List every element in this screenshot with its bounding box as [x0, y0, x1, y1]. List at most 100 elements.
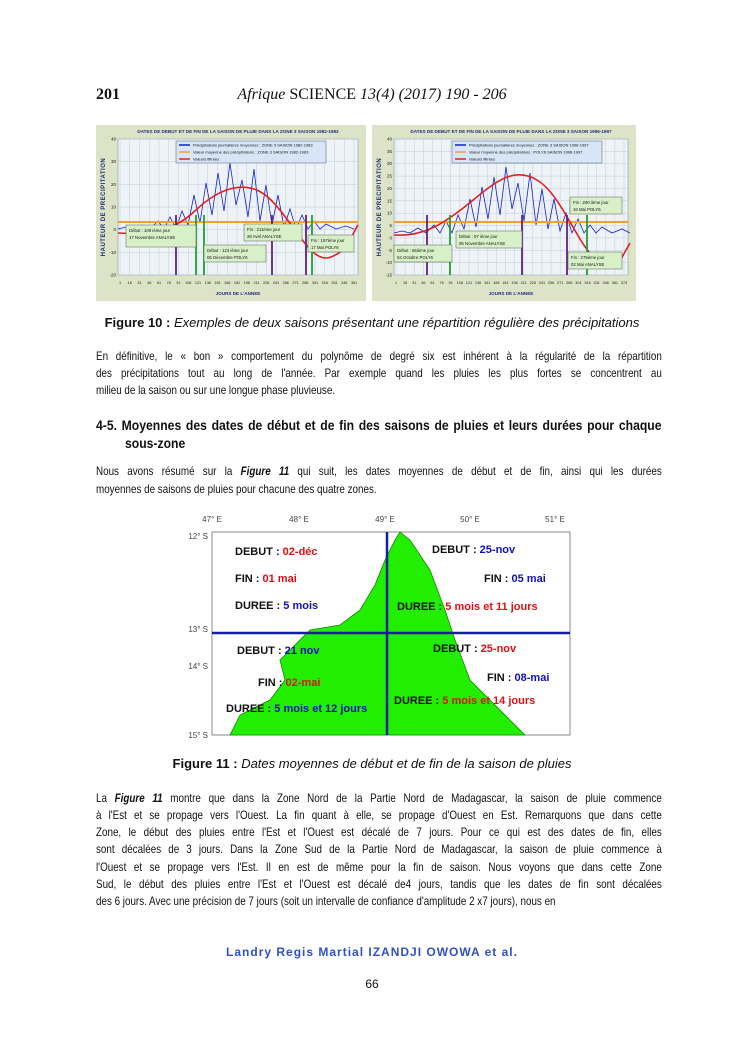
annotation: Fin : 275ème jour: [571, 255, 605, 260]
zone-entry: DEBUT : 25-nov: [433, 643, 517, 655]
chart-title: DATES DE DEBUT ET DE FIN DE LA SAISON DE…: [410, 129, 612, 134]
annotation: 17 Novembre ANALYSE: [129, 235, 175, 240]
page-number: 201: [96, 86, 120, 103]
y-tick-label: -10: [109, 250, 116, 255]
zone-entry: DUREE : 5 mois et 11 jours: [397, 601, 538, 613]
emphasis: Figure 11: [114, 791, 163, 805]
zone-label: DEBUT :: [237, 645, 282, 657]
x-tick-label: 61: [157, 281, 161, 285]
x-tick-label: 301: [575, 281, 581, 285]
legend-entry: Précipitations journalières moyennes : Z…: [193, 143, 313, 148]
y-tick-label: 10: [387, 211, 393, 216]
zone-entry: DEBUT : 02-déc: [235, 546, 318, 558]
x-tick-label: 301: [312, 281, 318, 285]
x-tick-label: 151: [484, 281, 490, 285]
y-tick-label: 20: [111, 182, 117, 187]
annotation: Fin : 197ème jour: [311, 238, 345, 243]
legend-entry: Précipitations journalières moyennes : Z…: [469, 143, 589, 148]
authors: Landry Regis Martial IZANDJI OWOWA et al…: [226, 945, 518, 959]
zone-entry: FIN : 08-mai: [487, 672, 549, 684]
x-tick-label: 121: [466, 281, 472, 285]
y-tick-label: 10: [111, 205, 117, 210]
text-run: sont décalées de 3 jours. Dans la Zone S…: [96, 842, 662, 856]
caption-text: Dates moyennes de début et de fin de la …: [241, 756, 572, 771]
longitude-label: 49° E: [375, 515, 395, 524]
zone-value: 21 nov: [285, 645, 321, 657]
zone-entry: DUREE : 5 mois et 12 jours: [226, 703, 367, 715]
annotation-box: [393, 244, 453, 263]
text-line: En définitive, le « bon » comportement d…: [96, 348, 662, 364]
x-tick-label: 346: [341, 281, 347, 285]
text-line: Nous avons résumé sur la Figure 11 qui s…: [96, 463, 662, 479]
x-tick-label: 136: [475, 281, 481, 285]
text-line: Zone, le début des pluies entre l'Est et…: [96, 824, 662, 840]
text-line: Sud, le début des pluies entre l'Est et …: [96, 876, 662, 892]
y-axis-label: HAUTEUR DE PRECIPITATION: [101, 158, 107, 256]
text-line: des 6 jours. Avec une précision de 7 jou…: [96, 893, 662, 909]
emphasis: Figure 11: [240, 464, 290, 478]
text-run: La: [96, 791, 115, 805]
zone-label: DUREE :: [226, 703, 271, 715]
x-tick-label: 136: [205, 281, 211, 285]
caption-label: Figure 11 :: [172, 756, 238, 771]
heading-line: 4-5. Moyennes des dates de début et de f…: [96, 417, 662, 433]
y-tick-label: -5: [388, 248, 392, 253]
annotation-box: [203, 244, 267, 263]
annotation: 16 Mai POLY6: [573, 207, 601, 212]
x-tick-label: 181: [234, 281, 240, 285]
y-tick-label: -20: [109, 273, 116, 278]
latitude-label: 14° S: [188, 662, 208, 671]
x-tick-label: 346: [603, 281, 609, 285]
text-run: à l'Est et se propage vers l'Ouest. La f…: [96, 808, 662, 822]
annotation: 06 Décembre POLY6: [207, 255, 248, 260]
legend-entry: Valeur moyenne des précipitations : ZONE…: [193, 150, 309, 155]
annotation: Début : 109 ième jour: [129, 228, 171, 233]
x-tick-label: 16: [128, 281, 132, 285]
annotation: Fin : 290 ième jour: [573, 200, 609, 205]
annotation-box: [455, 230, 523, 249]
y-tick-label: 20: [387, 186, 393, 191]
annotation-box: [307, 234, 355, 253]
annotation-box: [567, 251, 623, 270]
zone-entry: DUREE : 5 mois: [235, 600, 318, 612]
zone-label: DEBUT :: [432, 544, 477, 556]
annotation: 28 Avril ANALYSE: [247, 234, 282, 239]
zone-entry: DEBUT : 25-nov: [432, 544, 516, 556]
text-run: des précipitations tout au long de l'ann…: [96, 366, 662, 380]
annotation: Début : 123 ième jour: [207, 248, 249, 253]
text-run: milieu de la saison ou sur une longue ph…: [96, 383, 336, 397]
text-line: sont décalées de 3 jours. Dans la Zone S…: [96, 841, 662, 857]
text-run: montre que dans la Zone Nord de la Parti…: [162, 791, 662, 805]
journal: Afrique: [237, 86, 286, 103]
longitude-label: 51° E: [545, 515, 565, 524]
y-tick-label: 15: [387, 198, 393, 203]
caption-label: Figure 10 :: [104, 315, 171, 330]
journal-name: SCIENCE: [289, 86, 357, 103]
x-tick-label: 271: [292, 281, 298, 285]
longitude-label: 47° E: [202, 515, 222, 524]
x-tick-label: 286: [302, 281, 308, 285]
x-tick-label: 331: [593, 281, 599, 285]
text-line: l'Ouest et se propage vers l'Est. Il en …: [96, 859, 662, 875]
x-axis-label: JOURS DE L'ANNEE: [216, 291, 261, 296]
zone-label: DEBUT :: [433, 643, 478, 655]
x-tick-label: 361: [351, 281, 357, 285]
x-tick-label: 196: [244, 281, 250, 285]
caption-text: Exemples de deux saisons présentant une …: [173, 315, 640, 330]
zone-label: FIN :: [235, 573, 259, 585]
zone-entry: FIN : 01 mai: [235, 573, 297, 585]
zone-label: FIN :: [484, 573, 508, 585]
x-tick-label: 16: [403, 281, 407, 285]
annotation: Début : 65ième jour: [397, 248, 435, 253]
x-tick-label: 151: [214, 281, 220, 285]
zone-entry: DUREE : 5 mois et 14 jours: [394, 695, 535, 707]
text-line: des précipitations tout au long de l'ann…: [96, 365, 662, 381]
latitude-label: 15° S: [188, 731, 208, 740]
annotation: Fin : 211ème jour: [247, 227, 281, 232]
x-tick-label: 76: [439, 281, 443, 285]
legend-entry: Valeurs filtrées: [469, 157, 495, 162]
y-axis-label: HAUTEUR DE PRECIPITATION: [377, 158, 383, 256]
text-line: La Figure 11 montre que dans la Zone Nor…: [96, 790, 662, 806]
x-tick-label: 241: [273, 281, 279, 285]
x-tick-label: 211: [521, 281, 527, 285]
